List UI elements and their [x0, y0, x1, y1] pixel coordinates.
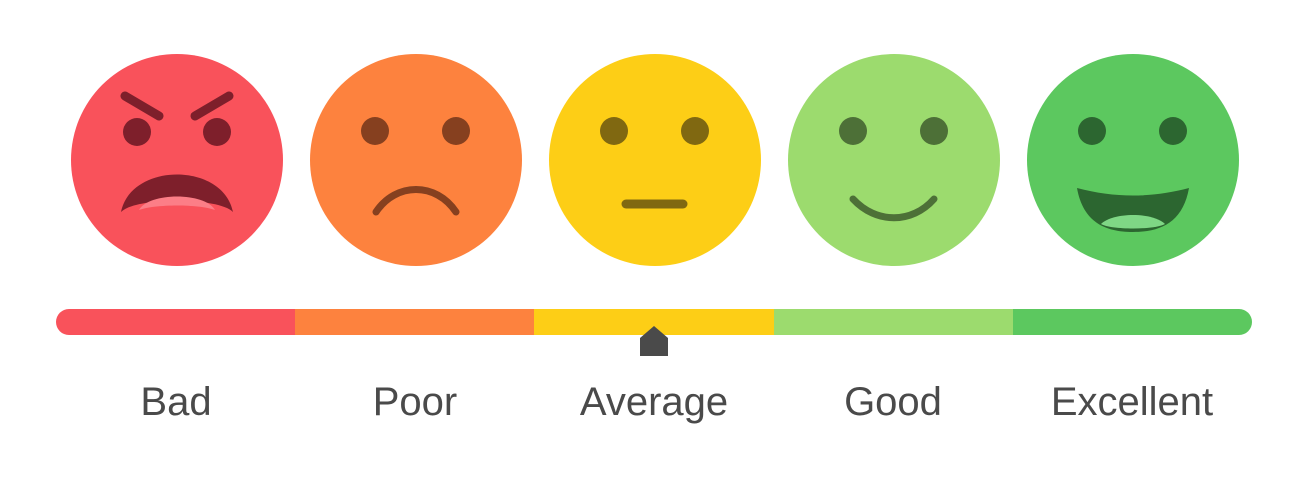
rating-marker[interactable]: [640, 326, 668, 356]
smiling-face-icon: [788, 54, 1000, 266]
face-bad[interactable]: [69, 52, 285, 268]
label-average: Average: [579, 380, 729, 424]
bar-segment-excellent[interactable]: [1012, 309, 1252, 335]
label-bad: Bad: [140, 380, 212, 424]
grinning-face-icon: [1027, 54, 1239, 266]
label-excellent: Excellent: [1050, 380, 1214, 424]
angry-face-icon: [71, 54, 283, 266]
sad-face-icon: [310, 54, 522, 266]
label-good: Good: [844, 380, 942, 424]
face-good[interactable]: [786, 52, 1002, 268]
pointer-marker-icon: [640, 326, 668, 356]
rating-bar[interactable]: [56, 309, 1252, 335]
bar-segment-bad[interactable]: [56, 309, 296, 335]
face-poor[interactable]: [308, 52, 524, 268]
label-poor: Poor: [372, 380, 458, 424]
face-excellent[interactable]: [1025, 52, 1241, 268]
bar-segment-good[interactable]: [773, 309, 1013, 335]
neutral-face-icon: [549, 54, 761, 266]
face-average[interactable]: [547, 52, 763, 268]
bar-segment-poor[interactable]: [295, 309, 535, 335]
